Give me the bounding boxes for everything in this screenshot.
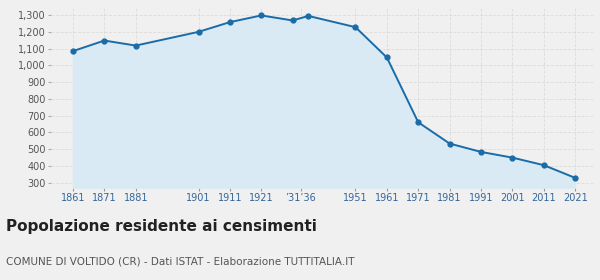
Text: COMUNE DI VOLTIDO (CR) - Dati ISTAT - Elaborazione TUTTITALIA.IT: COMUNE DI VOLTIDO (CR) - Dati ISTAT - El… [6,256,355,267]
Text: Popolazione residente ai censimenti: Popolazione residente ai censimenti [6,219,317,234]
